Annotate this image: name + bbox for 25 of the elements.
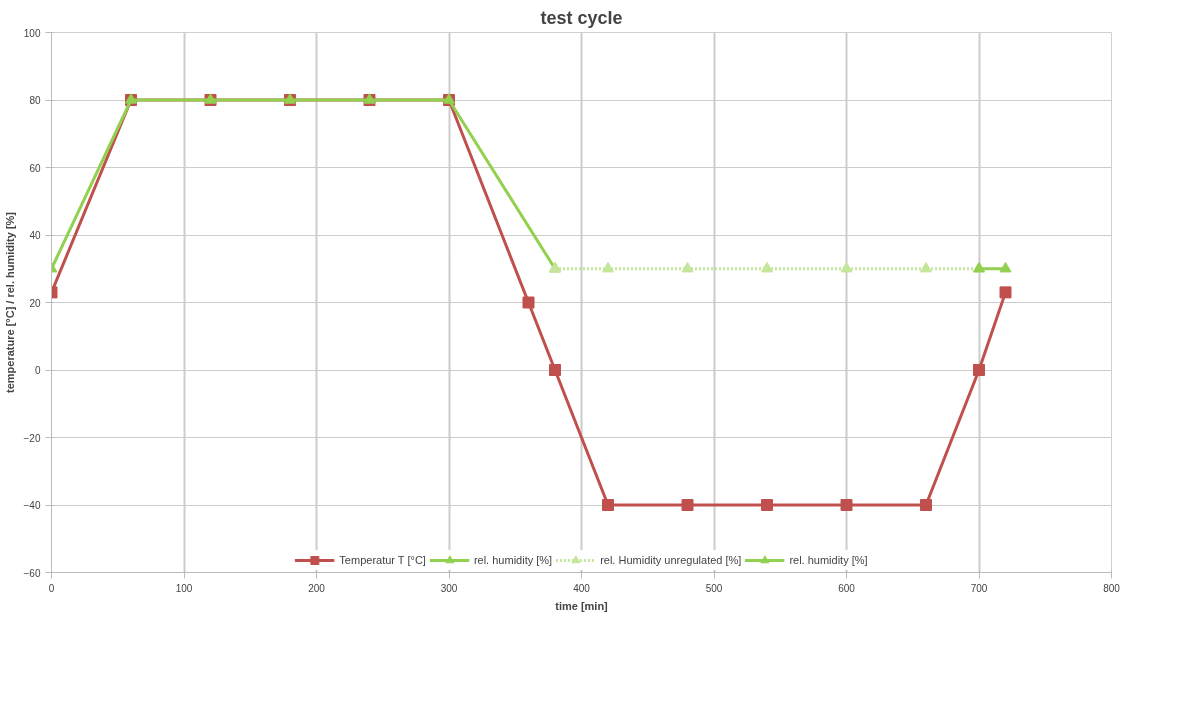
x-tick-label: 0 xyxy=(48,582,55,594)
y-tick-label: −60 xyxy=(23,567,41,579)
legend-label: rel. humidity [%] xyxy=(473,554,553,566)
x-tick-label: 600 xyxy=(838,582,856,594)
x-tick-label: 800 xyxy=(1103,582,1121,594)
y-tick-label: −40 xyxy=(23,500,41,511)
y-axis-title: temperature [°C] / rel. humidity [%] xyxy=(3,211,16,394)
y-tick-label: 60 xyxy=(29,162,41,174)
x-tick-label: 500 xyxy=(705,582,723,594)
y-tick-label: 80 xyxy=(29,95,41,106)
y-tick-label: 0 xyxy=(34,365,41,376)
legend-label: Temperatur T [°C] xyxy=(339,554,426,566)
x-tick-label: 200 xyxy=(308,582,326,594)
y-tick-label: 20 xyxy=(29,297,41,309)
x-tick-label: 300 xyxy=(440,582,458,594)
x-axis-title: time [min] xyxy=(555,599,609,612)
y-tick-label: 100 xyxy=(23,27,41,39)
x-tick-label: 700 xyxy=(970,582,988,594)
chart-title: test cycle xyxy=(540,7,623,28)
x-tick-label: 100 xyxy=(175,582,193,594)
legend-label: rel. Humidity unregulated [%] xyxy=(600,554,742,566)
legend-label: rel. humidity [%] xyxy=(789,554,868,566)
y-tick-label: 40 xyxy=(29,230,41,241)
y-tick-label: −20 xyxy=(23,432,41,444)
x-tick-label: 400 xyxy=(573,582,591,594)
